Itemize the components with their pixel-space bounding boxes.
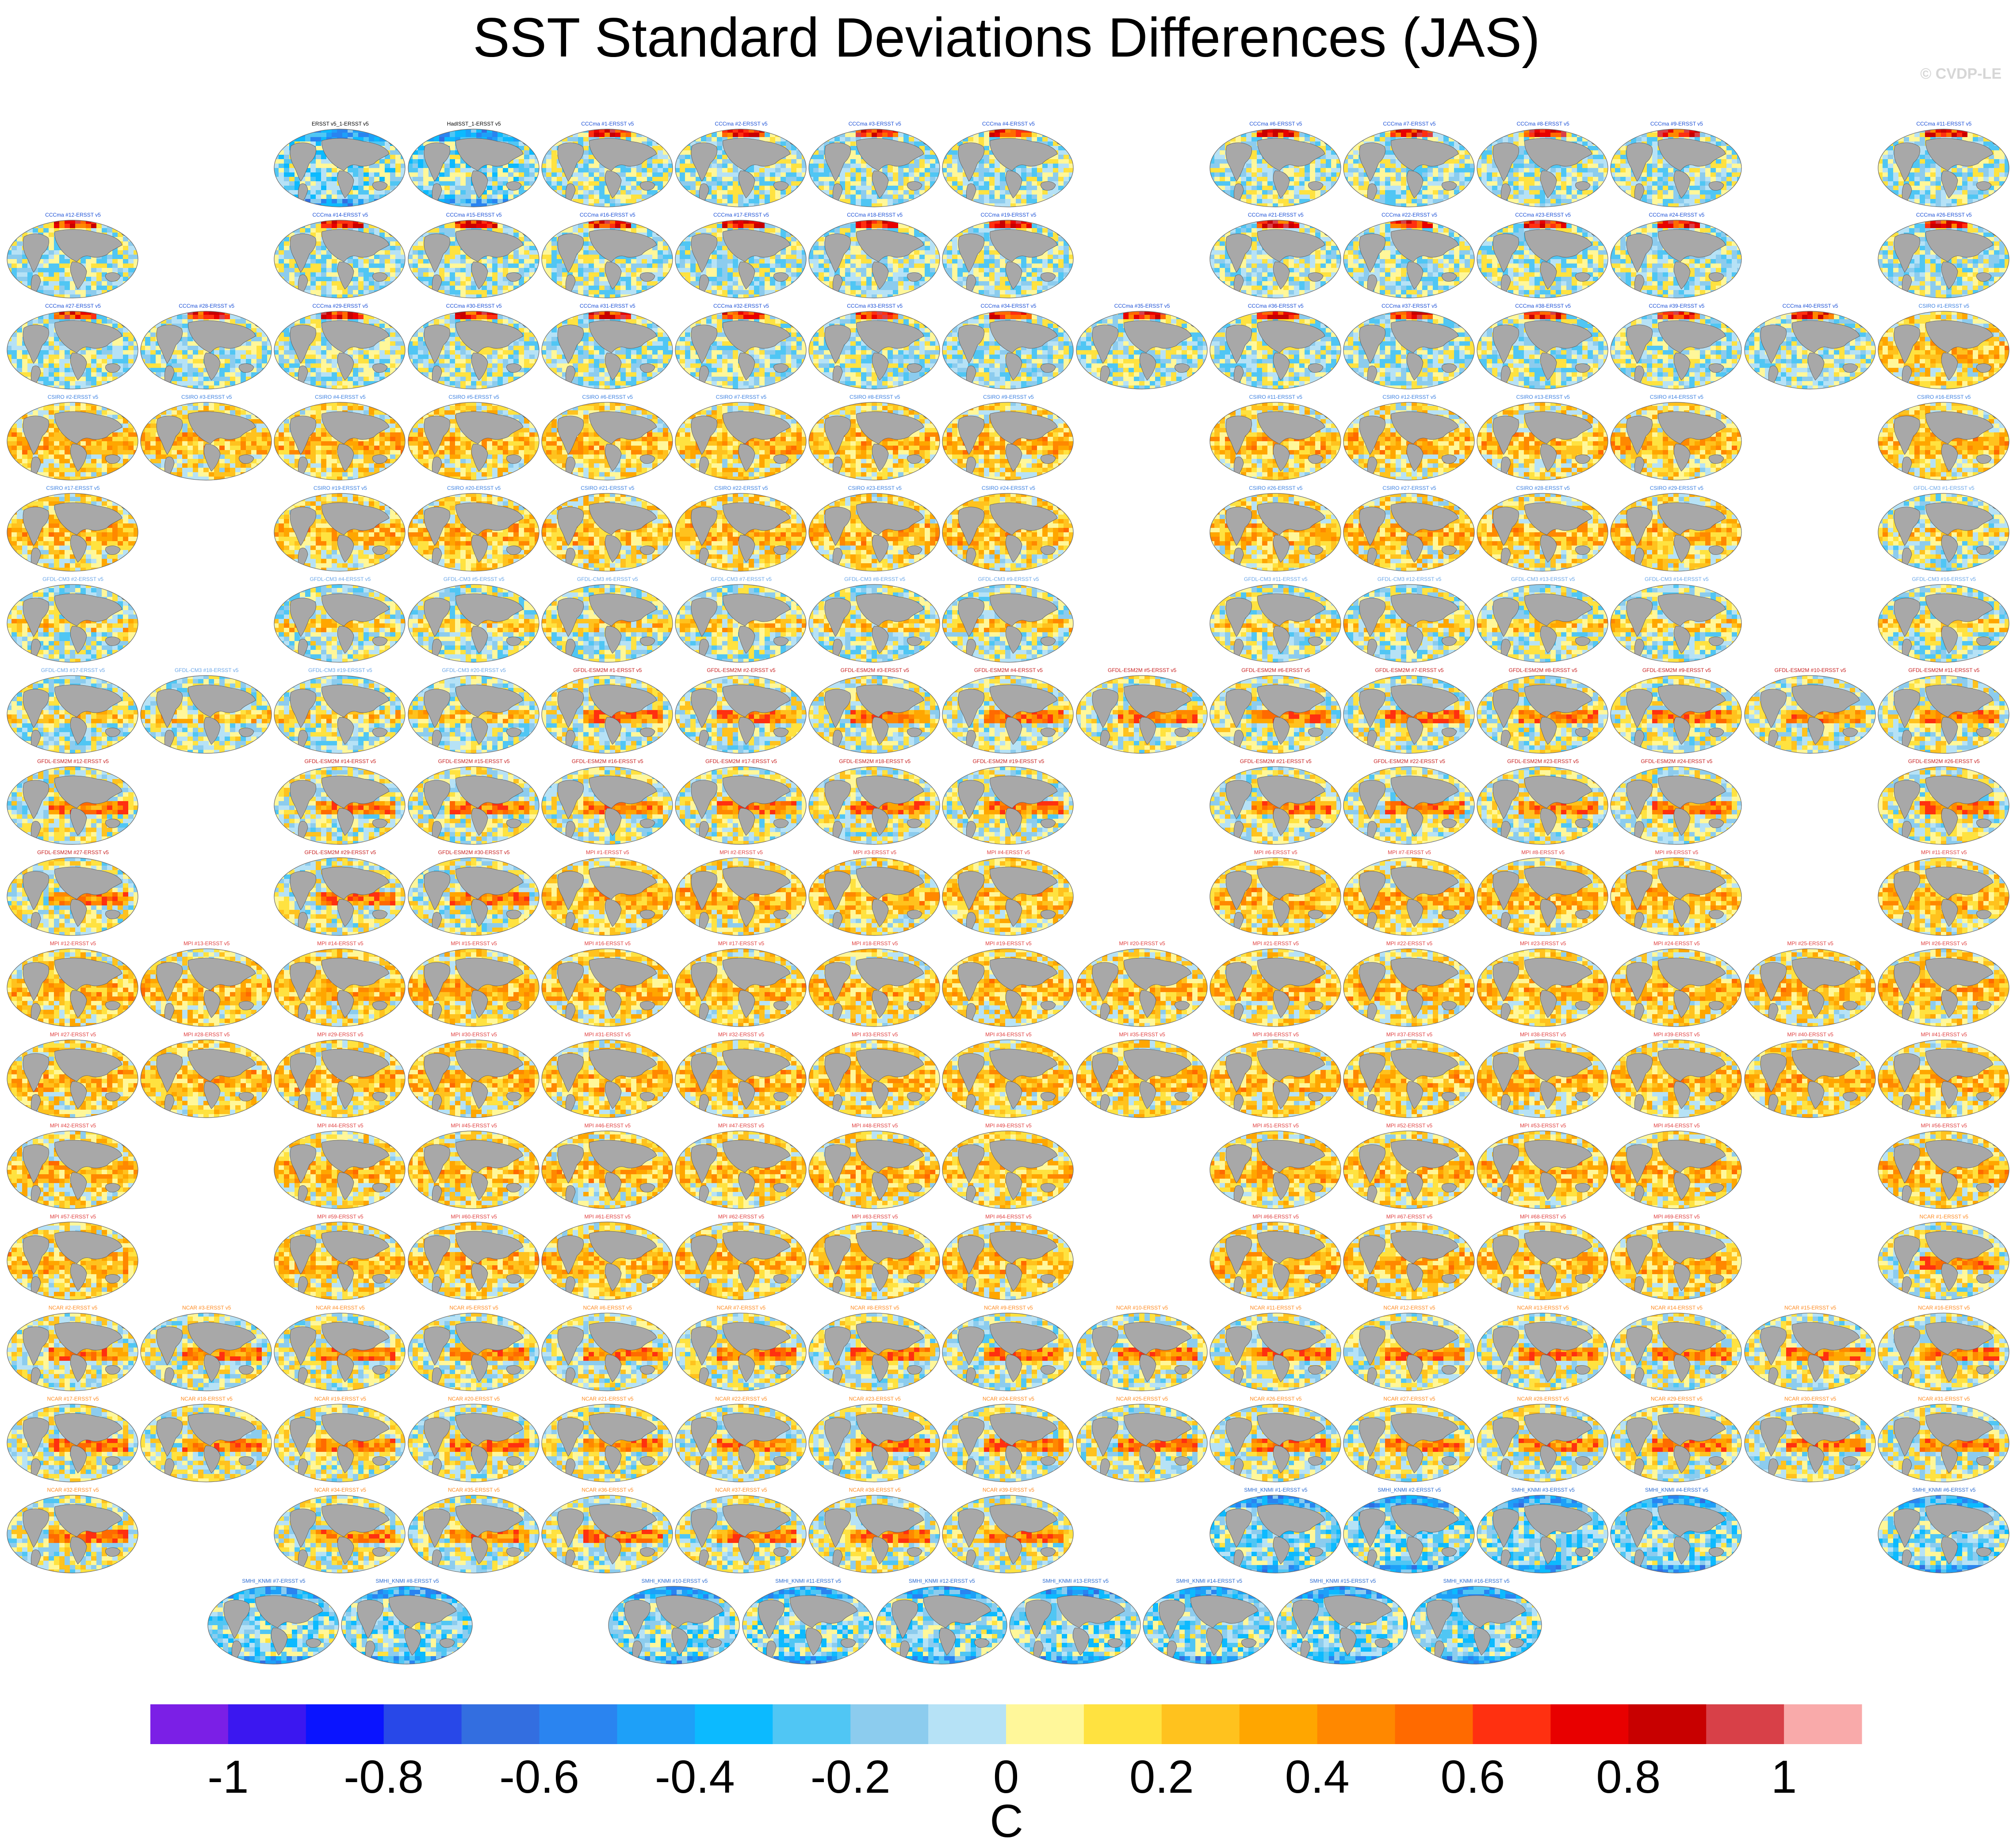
colorbar-tick-label: 0.4 (1285, 1751, 1350, 1804)
colorbar-swatch (617, 1704, 695, 1744)
colorbar-swatch (1317, 1704, 1395, 1744)
colorbar-swatch (1706, 1704, 1784, 1744)
colorbar-swatches (0, 0, 2013, 1751)
colorbar-swatch (1473, 1704, 1550, 1744)
colorbar: -1-0.8-0.6-0.4-0.200.20.40.60.81 C (0, 0, 2013, 1848)
colorbar-swatch (928, 1704, 1006, 1744)
colorbar-units-label: C (990, 1795, 1023, 1848)
colorbar-tick-label: 0.6 (1440, 1751, 1505, 1804)
colorbar-tick-label: -1 (207, 1751, 249, 1804)
colorbar-swatch (1084, 1704, 1162, 1744)
colorbar-tick-label: 0.2 (1129, 1751, 1194, 1804)
colorbar-tick-label: -0.2 (811, 1751, 891, 1804)
colorbar-tick-label: -0.8 (344, 1751, 424, 1804)
colorbar-swatch (1550, 1704, 1628, 1744)
colorbar-swatch (1784, 1704, 1862, 1744)
colorbar-swatch (150, 1704, 228, 1744)
colorbar-swatch (1006, 1704, 1084, 1744)
colorbar-tick-label: 1 (1771, 1751, 1797, 1804)
colorbar-tick-label: 0.8 (1596, 1751, 1661, 1804)
colorbar-tick-label: -0.6 (499, 1751, 579, 1804)
colorbar-swatch (850, 1704, 928, 1744)
colorbar-swatch (228, 1704, 306, 1744)
colorbar-swatch (1395, 1704, 1473, 1744)
colorbar-swatch (462, 1704, 540, 1744)
colorbar-swatch (1628, 1704, 1706, 1744)
colorbar-swatch (1162, 1704, 1240, 1744)
colorbar-swatch (773, 1704, 850, 1744)
colorbar-swatch (384, 1704, 462, 1744)
colorbar-swatch (695, 1704, 773, 1744)
colorbar-tick-label: -0.4 (655, 1751, 735, 1804)
colorbar-swatch (306, 1704, 384, 1744)
colorbar-swatch (1240, 1704, 1317, 1744)
colorbar-swatch (540, 1704, 617, 1744)
